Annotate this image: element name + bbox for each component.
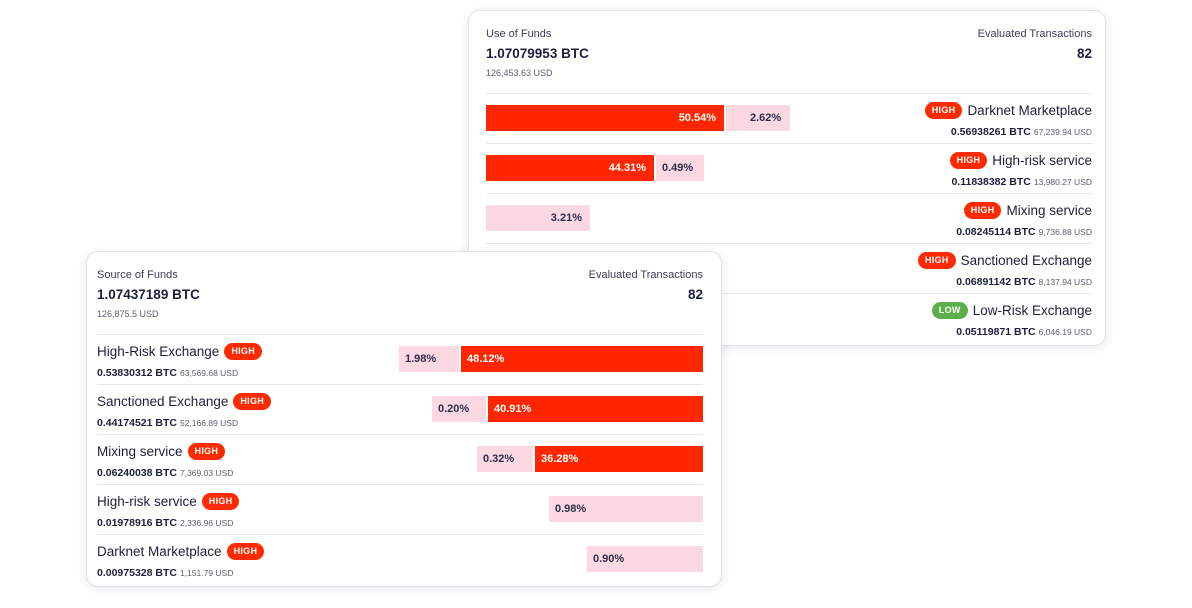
entity-btc: 0.01978916 BTC [97, 517, 177, 529]
list-item[interactable]: 50.54% 2.62% HIGH Darknet Marketplace 0.… [486, 93, 1092, 143]
entity-label: HIGH Sanctioned Exchange 0.06891142 BTC 8… [917, 250, 1092, 290]
entity-label: HIGH High-risk service 0.11838382 BTC 13,… [949, 150, 1092, 190]
risk-badge: HIGH [226, 542, 265, 560]
list-item[interactable]: High-risk service HIGH 0.01978916 BTC 2,3… [97, 484, 703, 534]
entity-usd: 9,736.88 USD [1038, 227, 1092, 237]
list-item[interactable]: Sanctioned Exchange HIGH 0.44174521 BTC 5… [97, 384, 703, 434]
list-item[interactable]: High-Risk Exchange HIGH 0.53830312 BTC 63… [97, 334, 703, 384]
risk-badge: HIGH [924, 101, 963, 119]
minor-bar[interactable]: 0.20% [432, 396, 486, 422]
entity-usd: 2,336.96 USD [179, 518, 234, 528]
entity-btc: 0.08245114 BTC [956, 226, 1036, 238]
risk-badge: LOW [931, 301, 968, 319]
entity-usd: 6,046.19 USD [1038, 327, 1092, 337]
risk-badge: HIGH [233, 392, 272, 410]
entity-name: Sanctioned Exchange [960, 252, 1092, 268]
risk-badge: HIGH [201, 492, 240, 510]
list-item[interactable]: LOW Low-Risk Exchange 0.05119871 BTC 6,04… [486, 293, 1092, 343]
entity-label: HIGH Darknet Marketplace 0.56938261 BTC 6… [924, 100, 1092, 140]
use-of-funds-usd: 126,453.63 USD [486, 68, 553, 78]
entity-usd: 8,137.94 USD [1038, 277, 1092, 287]
source-of-funds-amount: 1.07437189 BTC [97, 287, 200, 302]
minor-bar[interactable]: 0.32% [477, 446, 533, 472]
use-of-funds-title: Use of Funds [486, 28, 552, 40]
evaluated-transactions-label: Evaluated Transactions [977, 28, 1092, 40]
entity-label: HIGH Mixing service 0.08245114 BTC 9,736.… [956, 200, 1092, 240]
entity-label: Darknet Marketplace HIGH 0.00975328 BTC 1… [97, 541, 265, 581]
entity-name: High-Risk Exchange [97, 343, 220, 359]
exposure-bars: 0.32% 36.28% [477, 446, 703, 472]
minor-bar[interactable]: 0.90% [587, 546, 703, 572]
high-risk-bar[interactable]: 50.54% [486, 105, 724, 131]
entity-usd: 63,569.68 USD [179, 368, 239, 378]
exposure-bars: 0.90% [587, 546, 703, 572]
exposure-bars: 3.21% [486, 205, 590, 231]
entity-btc: 0.44174521 BTC [97, 417, 177, 429]
exposure-bars: 50.54% 2.62% [486, 105, 790, 131]
entity-name: Sanctioned Exchange [97, 393, 229, 409]
entity-btc: 0.53830312 BTC [97, 367, 177, 379]
list-item[interactable]: 3.21% HIGH Mixing service 0.08245114 BTC… [486, 193, 1092, 243]
entity-label: High-risk service HIGH 0.01978916 BTC 2,3… [97, 491, 240, 531]
source-of-funds-usd: 126,875.5 USD [97, 309, 159, 319]
list-item[interactable]: 44.31% 0.49% HIGH High-risk service 0.11… [486, 143, 1092, 193]
entity-name: High-risk service [97, 493, 197, 509]
entity-label: Sanctioned Exchange HIGH 0.44174521 BTC 5… [97, 391, 272, 431]
entity-name: Darknet Marketplace [97, 543, 222, 559]
list-item[interactable]: Darknet Marketplace HIGH 0.00975328 BTC 1… [97, 534, 703, 584]
evaluated-transactions-label: Evaluated Transactions [588, 269, 703, 281]
risk-badge: HIGH [963, 201, 1002, 219]
evaluated-transactions-value: 82 [1076, 46, 1092, 61]
high-risk-bar[interactable]: 44.31% [486, 155, 654, 181]
list-item[interactable]: Mixing service HIGH 0.06240038 BTC 7,369.… [97, 434, 703, 484]
entity-label: Mixing service HIGH 0.06240038 BTC 7,369.… [97, 441, 233, 481]
exposure-bars: 44.31% 0.49% [486, 155, 704, 181]
entity-btc: 0.11838382 BTC [951, 176, 1031, 188]
entity-btc: 0.05119871 BTC [956, 326, 1036, 338]
source-of-funds-header: Source of Funds 1.07437189 BTC 126,875.5… [97, 267, 703, 327]
entity-name: Mixing service [1006, 202, 1092, 218]
minor-bar[interactable]: 0.49% [656, 155, 704, 181]
entity-usd: 13,980.27 USD [1033, 177, 1092, 187]
high-risk-bar[interactable]: 48.12% [461, 346, 703, 372]
evaluated-transactions-value: 82 [687, 287, 703, 302]
use-of-funds-amount: 1.07079953 BTC [486, 46, 589, 61]
entity-name: Darknet Marketplace [967, 102, 1092, 118]
risk-badge: HIGH [224, 342, 263, 360]
use-of-funds-list: 50.54% 2.62% HIGH Darknet Marketplace 0.… [486, 93, 1092, 343]
minor-bar[interactable]: 1.98% [399, 346, 459, 372]
source-of-funds-title: Source of Funds [97, 269, 178, 281]
minor-bar[interactable]: 2.62% [726, 105, 790, 131]
entity-usd: 67,239.94 USD [1033, 127, 1092, 137]
entity-usd: 1,151.79 USD [179, 568, 234, 578]
minor-bar[interactable]: 0.98% [549, 496, 703, 522]
entity-usd: 52,166.89 USD [179, 418, 239, 428]
entity-label: High-Risk Exchange HIGH 0.53830312 BTC 63… [97, 341, 263, 381]
exposure-bars: 0.98% [549, 496, 703, 522]
entity-btc: 0.56938261 BTC [950, 126, 1031, 138]
entity-btc: 0.00975328 BTC [97, 567, 177, 579]
source-of-funds-list: High-Risk Exchange HIGH 0.53830312 BTC 63… [97, 334, 703, 584]
use-of-funds-header: Use of Funds 1.07079953 BTC 126,453.63 U… [486, 26, 1092, 86]
entity-name: Low-Risk Exchange [972, 302, 1092, 318]
high-risk-bar[interactable]: 36.28% [535, 446, 703, 472]
exposure-bars: 1.98% 48.12% [399, 346, 703, 372]
entity-btc: 0.06891142 BTC [956, 276, 1036, 288]
risk-badge: HIGH [917, 251, 956, 269]
source-of-funds-card: Source of Funds 1.07437189 BTC 126,875.5… [86, 251, 722, 587]
entity-btc: 0.06240038 BTC [97, 467, 177, 479]
exposure-bars: 0.20% 40.91% [432, 396, 703, 422]
minor-bar[interactable]: 3.21% [486, 205, 590, 231]
entity-usd: 7,369.03 USD [179, 468, 234, 478]
list-item[interactable]: HIGH Sanctioned Exchange 0.06891142 BTC 8… [486, 243, 1092, 293]
entity-name: High-risk service [992, 152, 1092, 168]
high-risk-bar[interactable]: 40.91% [488, 396, 703, 422]
entity-label: LOW Low-Risk Exchange 0.05119871 BTC 6,04… [931, 300, 1092, 340]
risk-badge: HIGH [949, 151, 988, 169]
entity-name: Mixing service [97, 443, 183, 459]
risk-badge: HIGH [187, 442, 226, 460]
